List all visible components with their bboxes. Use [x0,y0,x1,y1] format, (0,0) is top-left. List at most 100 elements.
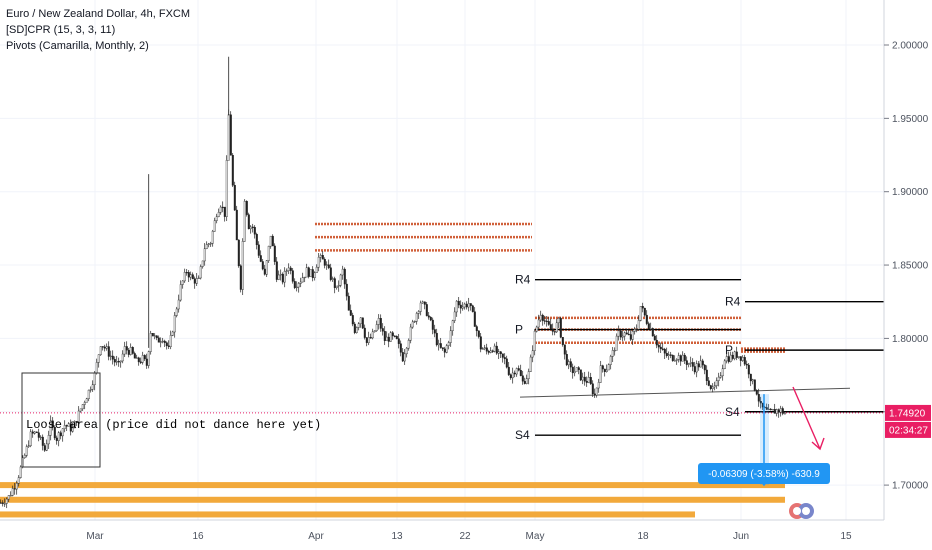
candle-down [237,239,240,267]
candle-down [393,335,396,337]
time-tick-label: May [526,531,545,542]
candle-down [53,426,56,439]
support-zones [0,482,785,518]
loose-area-note[interactable]: Loose area (price did not dance here yet… [21,372,321,468]
time-tick-label: Mar [86,531,104,542]
candle-up [181,280,184,285]
candle-down [233,185,236,211]
candle-up [489,350,492,353]
candle-up [595,387,598,396]
candle-up [461,306,464,309]
candle-up [389,332,392,342]
candle-up [335,285,338,288]
candle-up [161,340,164,343]
time-axis[interactable]: Mar 16 Apr 13 22 May 18 Jun 15 [86,531,852,542]
candle-down [37,432,40,438]
candle-up [515,368,518,375]
time-tick-label: Jun [733,531,749,542]
candle-up [153,335,156,337]
candle-down [507,366,510,375]
candle-down [127,349,130,355]
candle-down [693,366,696,373]
neckline[interactable] [519,387,851,398]
candle-up [597,382,600,389]
candle-up [771,409,774,411]
candle-up [303,276,306,279]
candle-up [9,495,12,497]
candle-up [189,274,192,278]
candle-down [753,379,756,391]
candle-down [1,502,4,504]
candle-down [701,360,704,366]
candle-up [493,345,496,352]
candle-up [11,488,14,496]
candle-up [453,311,456,321]
candle-up [409,326,412,341]
indicator-cpr[interactable]: [SD]CPR (15, 3, 3, 11) [6,24,116,36]
candle-down [519,370,522,376]
candle-down [697,363,700,368]
current-price-tag: 1.74920 02:34:27 [885,404,931,438]
candle-down [35,431,38,433]
candle-down [133,353,136,359]
candle-up [537,319,540,328]
candle-down [487,351,490,353]
candle-down [273,245,276,262]
candle-down [569,361,572,368]
candle-down [291,270,294,282]
candle-up [615,335,618,351]
loose-area-box[interactable] [21,372,101,468]
candle-down [117,361,120,363]
candle-up [557,317,560,324]
candle-up [99,346,102,355]
candle-up [115,361,118,363]
candle-down [221,206,224,209]
candle-up [533,330,536,351]
candle-up [525,378,528,384]
candle-up [575,367,578,372]
candle-down [231,155,234,186]
candle-down [263,268,266,275]
candle-down [655,339,658,346]
candle-up [177,299,180,310]
candle-down [749,373,752,382]
candle-down [757,394,760,402]
candle-up [611,350,614,357]
projection-arrow[interactable] [792,386,825,451]
candle-down [187,272,190,278]
candle-down [647,323,650,330]
candle-down [255,233,258,246]
candle-up [81,404,84,410]
candle-down [41,436,44,446]
candle-up [609,356,612,365]
candle-up [63,425,66,429]
logo-dot-left [793,507,801,515]
candle-down [501,353,504,358]
candle-up [573,371,576,374]
time-tick-label: 18 [637,531,649,542]
candle-up [373,330,376,333]
candle-down [401,352,404,362]
price-axis[interactable]: 2.000001.950001.900001.850001.800001.750… [884,41,929,550]
projection-arrowhead [811,437,825,451]
candle-down [513,372,516,375]
candle-down [443,348,446,353]
indicator-pivots[interactable]: Pivots (Camarilla, Monthly, 2) [6,40,149,52]
candle-up [219,206,222,213]
candle-down [665,353,668,356]
measure-tool[interactable]: -0.06309 (-3.58%) -630.9 [698,394,830,487]
candle-down [349,310,352,316]
candle-down [553,331,556,333]
candle-up [249,226,252,230]
candle-up [97,354,100,363]
candle-down [75,421,78,423]
candle-down [653,335,656,341]
candle-up [637,320,640,330]
candle-up [317,256,320,268]
candle-down [321,255,324,260]
candle-down [139,361,142,363]
candle-up [57,432,60,441]
candle-down [163,340,166,343]
candle-down [739,356,742,361]
